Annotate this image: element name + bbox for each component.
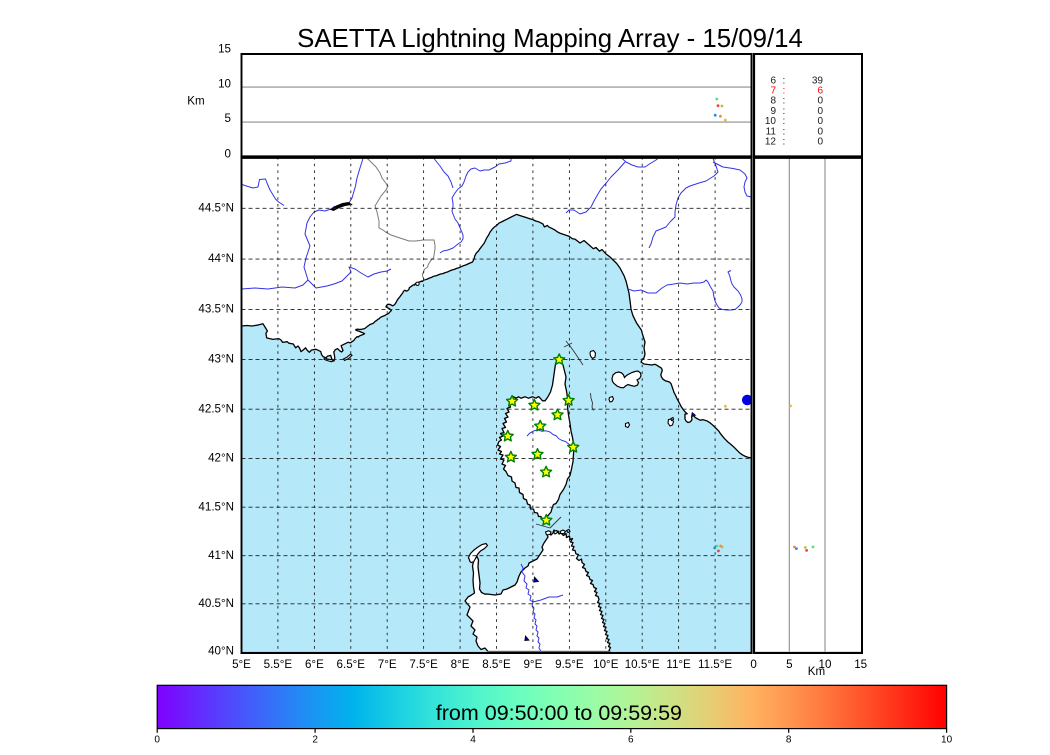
svg-text:10: 10 xyxy=(941,734,953,745)
svg-text:10°E: 10°E xyxy=(593,658,619,671)
svg-text:2: 2 xyxy=(312,734,318,745)
svg-text:0: 0 xyxy=(817,126,823,137)
svg-text:SAETTA Lightning Mapping Array: SAETTA Lightning Mapping Array - 15/09/1… xyxy=(297,25,803,53)
svg-text:5°E: 5°E xyxy=(232,658,251,671)
svg-text:0: 0 xyxy=(225,148,231,161)
svg-text:41.5°N: 41.5°N xyxy=(198,500,234,513)
svg-text::: : xyxy=(783,126,786,137)
svg-text::: : xyxy=(783,137,786,148)
svg-text:4: 4 xyxy=(470,734,476,745)
svg-text::: : xyxy=(783,96,786,107)
svg-text::: : xyxy=(783,106,786,117)
svg-text:43°N: 43°N xyxy=(208,353,234,366)
svg-text:11: 11 xyxy=(766,126,777,137)
svg-text:9: 9 xyxy=(770,106,776,117)
svg-text:41°N: 41°N xyxy=(208,549,234,562)
svg-text:5: 5 xyxy=(786,658,792,671)
svg-text:6: 6 xyxy=(817,86,823,97)
svg-text:39: 39 xyxy=(812,75,824,86)
svg-text:7°E: 7°E xyxy=(378,658,397,671)
svg-text:Km: Km xyxy=(808,665,825,678)
svg-text:6: 6 xyxy=(770,75,776,86)
svg-text:15: 15 xyxy=(218,43,231,56)
svg-text:15: 15 xyxy=(854,658,867,671)
svg-text::: : xyxy=(783,116,786,127)
svg-text:44.5°N: 44.5°N xyxy=(198,201,234,214)
svg-text:10: 10 xyxy=(819,658,832,671)
svg-text:0: 0 xyxy=(817,116,823,127)
svg-text::: : xyxy=(783,75,786,86)
svg-text:6: 6 xyxy=(628,734,634,745)
svg-text:6°E: 6°E xyxy=(305,658,324,671)
svg-text:43.5°N: 43.5°N xyxy=(198,303,234,316)
svg-text::: : xyxy=(783,86,786,97)
svg-text:10: 10 xyxy=(218,78,231,91)
svg-text:9.5°E: 9.5°E xyxy=(555,658,584,671)
svg-text:0: 0 xyxy=(817,96,823,107)
svg-text:40.5°N: 40.5°N xyxy=(198,597,234,610)
svg-text:from 09:50:00 to 09:59:59: from 09:50:00 to 09:59:59 xyxy=(436,701,682,725)
svg-text:5: 5 xyxy=(225,112,231,125)
svg-text:12: 12 xyxy=(765,137,777,148)
svg-text:11°E: 11°E xyxy=(666,658,691,671)
svg-text:10: 10 xyxy=(765,116,777,127)
svg-text:42°N: 42°N xyxy=(208,452,234,465)
svg-text:5.5°E: 5.5°E xyxy=(264,658,293,671)
svg-text:0: 0 xyxy=(817,106,823,117)
svg-text:Km: Km xyxy=(187,95,204,108)
svg-text:0: 0 xyxy=(154,734,160,745)
svg-text:7: 7 xyxy=(770,86,776,97)
svg-text:8°E: 8°E xyxy=(451,658,470,671)
svg-text:42.5°N: 42.5°N xyxy=(198,402,234,415)
svg-text:8.5°E: 8.5°E xyxy=(482,658,511,671)
svg-text:0: 0 xyxy=(817,137,823,148)
svg-text:7.5°E: 7.5°E xyxy=(409,658,438,671)
svg-text:44°N: 44°N xyxy=(208,252,234,265)
svg-text:9°E: 9°E xyxy=(523,658,542,671)
svg-text:11.5°E: 11.5°E xyxy=(698,658,732,671)
svg-text:8: 8 xyxy=(770,96,776,107)
svg-text:6.5°E: 6.5°E xyxy=(337,658,366,671)
svg-text:10.5°E: 10.5°E xyxy=(625,658,660,671)
svg-text:0: 0 xyxy=(750,658,756,671)
svg-text:40°N: 40°N xyxy=(208,645,234,658)
svg-text:8: 8 xyxy=(786,734,792,745)
